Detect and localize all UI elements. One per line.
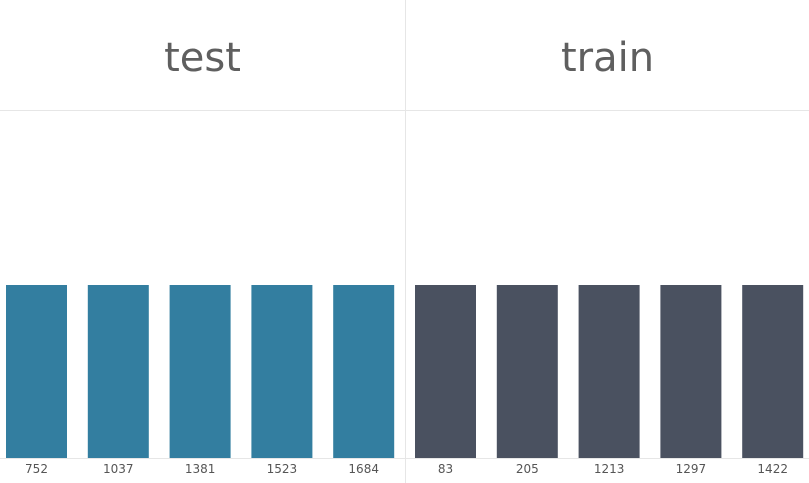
tick-label-test-1684: 1684	[348, 462, 379, 476]
tick-label-train-1422: 1422	[757, 462, 788, 476]
panel-title-train: train	[560, 35, 655, 81]
panel-title-test: test	[164, 35, 241, 81]
bar-train-1297	[660, 285, 722, 458]
bar-train-1422	[742, 285, 804, 458]
panel-divider	[405, 0, 406, 483]
bar-train-83	[415, 285, 476, 458]
bar-test-1523	[251, 285, 313, 458]
tick-label-test-752: 752	[25, 462, 48, 476]
tick-label-test-1381: 1381	[185, 462, 216, 476]
tick-label-train-83: 83	[438, 462, 453, 476]
tick-label-test-1037: 1037	[103, 462, 134, 476]
header-divider	[0, 110, 809, 111]
baseline	[0, 458, 809, 459]
tick-label-test-1523: 1523	[267, 462, 298, 476]
tick-label-train-1213: 1213	[594, 462, 625, 476]
bar-train-1213	[578, 285, 640, 458]
bar-test-1684	[333, 285, 395, 458]
bar-train-205	[496, 285, 558, 458]
tick-label-train-205: 205	[516, 462, 539, 476]
tick-label-train-1297: 1297	[676, 462, 707, 476]
bar-test-752	[6, 285, 67, 458]
bar-test-1381	[169, 285, 231, 458]
bar-test-1037	[87, 285, 149, 458]
